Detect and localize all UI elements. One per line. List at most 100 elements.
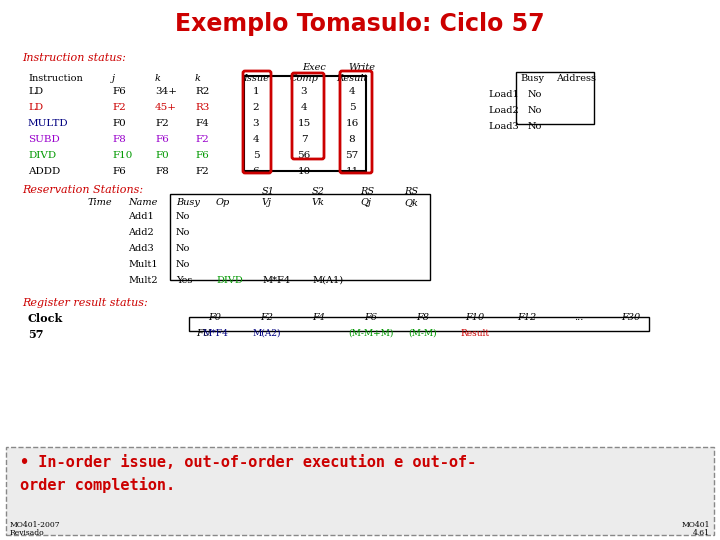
Text: 8: 8 bbox=[348, 135, 355, 144]
Text: M(A2): M(A2) bbox=[253, 329, 282, 338]
Text: DIVD: DIVD bbox=[216, 276, 243, 285]
Text: Exec: Exec bbox=[302, 63, 326, 72]
Text: 4: 4 bbox=[348, 87, 355, 96]
Text: F2: F2 bbox=[195, 167, 209, 176]
Text: F8: F8 bbox=[416, 313, 430, 322]
Bar bbox=[170, 194, 430, 280]
Text: Busy: Busy bbox=[176, 198, 200, 207]
Text: F6: F6 bbox=[195, 151, 209, 160]
Text: MULTD: MULTD bbox=[28, 119, 68, 128]
Text: F6: F6 bbox=[364, 313, 377, 322]
Text: No: No bbox=[176, 260, 190, 269]
Text: F2: F2 bbox=[112, 103, 126, 112]
Text: 3: 3 bbox=[253, 119, 259, 128]
Text: 3: 3 bbox=[301, 87, 307, 96]
Text: 4.61: 4.61 bbox=[693, 529, 710, 537]
Text: Load3: Load3 bbox=[488, 122, 518, 131]
Text: 57: 57 bbox=[346, 151, 359, 160]
Text: R3: R3 bbox=[195, 103, 210, 112]
Text: F6: F6 bbox=[112, 87, 126, 96]
Text: F0: F0 bbox=[155, 151, 168, 160]
Text: Mult1: Mult1 bbox=[128, 260, 158, 269]
Text: Mult2: Mult2 bbox=[128, 276, 158, 285]
Text: F2: F2 bbox=[155, 119, 168, 128]
Text: LD: LD bbox=[28, 103, 43, 112]
Text: Qk: Qk bbox=[404, 198, 418, 207]
Text: 6: 6 bbox=[253, 167, 259, 176]
Text: 10: 10 bbox=[297, 167, 310, 176]
Text: ...: ... bbox=[575, 313, 584, 322]
Text: F0: F0 bbox=[112, 119, 126, 128]
Text: No: No bbox=[176, 244, 190, 253]
Text: No: No bbox=[176, 228, 190, 237]
Text: 7: 7 bbox=[301, 135, 307, 144]
Text: F6: F6 bbox=[155, 135, 168, 144]
Bar bbox=[516, 72, 594, 124]
Text: No: No bbox=[528, 90, 542, 99]
Text: (M-M+M): (M-M+M) bbox=[348, 329, 394, 338]
Text: Exemplo Tomasulo: Ciclo 57: Exemplo Tomasulo: Ciclo 57 bbox=[175, 12, 545, 36]
Text: k: k bbox=[155, 74, 161, 83]
Text: 15: 15 bbox=[297, 119, 310, 128]
Text: Time: Time bbox=[88, 198, 112, 207]
Text: 5: 5 bbox=[348, 103, 355, 112]
Text: Add3: Add3 bbox=[128, 244, 154, 253]
Text: 4: 4 bbox=[253, 135, 259, 144]
Text: 56: 56 bbox=[297, 151, 310, 160]
Text: No: No bbox=[176, 212, 190, 221]
Text: F4: F4 bbox=[312, 313, 325, 322]
Text: F10: F10 bbox=[112, 151, 132, 160]
Text: 5: 5 bbox=[253, 151, 259, 160]
Text: M*F4: M*F4 bbox=[202, 329, 228, 338]
Text: 1: 1 bbox=[253, 87, 259, 96]
Text: Address: Address bbox=[556, 74, 596, 83]
Text: No: No bbox=[528, 122, 542, 131]
Text: Instruction status:: Instruction status: bbox=[22, 53, 126, 63]
Text: S2: S2 bbox=[312, 187, 325, 196]
Text: RS: RS bbox=[404, 187, 418, 196]
Text: 57: 57 bbox=[28, 329, 43, 340]
Text: j: j bbox=[112, 74, 115, 83]
Text: Write: Write bbox=[348, 63, 375, 72]
Text: F8: F8 bbox=[155, 167, 168, 176]
Text: MO401: MO401 bbox=[682, 521, 710, 529]
Text: FU: FU bbox=[196, 329, 211, 338]
Text: Busy: Busy bbox=[520, 74, 544, 83]
Text: k: k bbox=[195, 74, 201, 83]
Text: Vj: Vj bbox=[262, 198, 272, 207]
Text: 11: 11 bbox=[346, 167, 359, 176]
Text: F10: F10 bbox=[465, 313, 485, 322]
Text: DIVD: DIVD bbox=[28, 151, 56, 160]
Text: SUBD: SUBD bbox=[28, 135, 60, 144]
Text: Vk: Vk bbox=[312, 198, 325, 207]
Text: F0: F0 bbox=[209, 313, 222, 322]
Text: R2: R2 bbox=[195, 87, 210, 96]
Text: 4: 4 bbox=[301, 103, 307, 112]
Text: Add1: Add1 bbox=[128, 212, 154, 221]
Text: No: No bbox=[528, 106, 542, 115]
Text: Clock: Clock bbox=[28, 313, 63, 324]
Text: F4: F4 bbox=[195, 119, 209, 128]
Bar bbox=[244, 76, 366, 171]
Text: S1: S1 bbox=[262, 187, 275, 196]
Text: RS: RS bbox=[360, 187, 374, 196]
Text: (M-M): (M-M) bbox=[409, 329, 437, 338]
Bar bbox=[189, 317, 649, 331]
Text: Result: Result bbox=[336, 74, 368, 83]
Text: Load1: Load1 bbox=[488, 90, 518, 99]
Text: F8: F8 bbox=[112, 135, 126, 144]
Text: Load2: Load2 bbox=[488, 106, 518, 115]
Text: 45+: 45+ bbox=[155, 103, 177, 112]
Text: Reservation Stations:: Reservation Stations: bbox=[22, 185, 143, 195]
Text: Op: Op bbox=[216, 198, 230, 207]
Text: • In-order issue, out-of-order execution e out-of-: • In-order issue, out-of-order execution… bbox=[20, 455, 476, 470]
Text: ADDD: ADDD bbox=[28, 167, 60, 176]
Text: 34+: 34+ bbox=[155, 87, 177, 96]
Text: F6: F6 bbox=[112, 167, 126, 176]
Text: M(A1): M(A1) bbox=[312, 276, 343, 285]
Text: 16: 16 bbox=[346, 119, 359, 128]
Text: Name: Name bbox=[128, 198, 158, 207]
Text: order completion.: order completion. bbox=[20, 477, 175, 493]
Text: Add2: Add2 bbox=[128, 228, 154, 237]
Text: Yes: Yes bbox=[176, 276, 192, 285]
